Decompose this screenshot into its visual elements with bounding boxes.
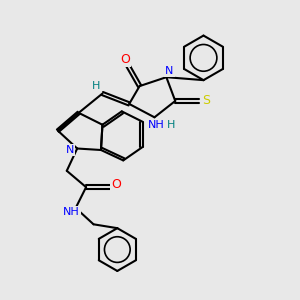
Text: NH: NH xyxy=(63,207,80,218)
Text: N: N xyxy=(165,66,173,76)
Text: N: N xyxy=(66,145,74,155)
Text: O: O xyxy=(111,178,121,191)
Text: H: H xyxy=(92,81,101,91)
Text: O: O xyxy=(120,53,130,66)
Text: H: H xyxy=(167,120,175,130)
Text: NH: NH xyxy=(148,120,164,130)
Text: S: S xyxy=(202,94,211,107)
